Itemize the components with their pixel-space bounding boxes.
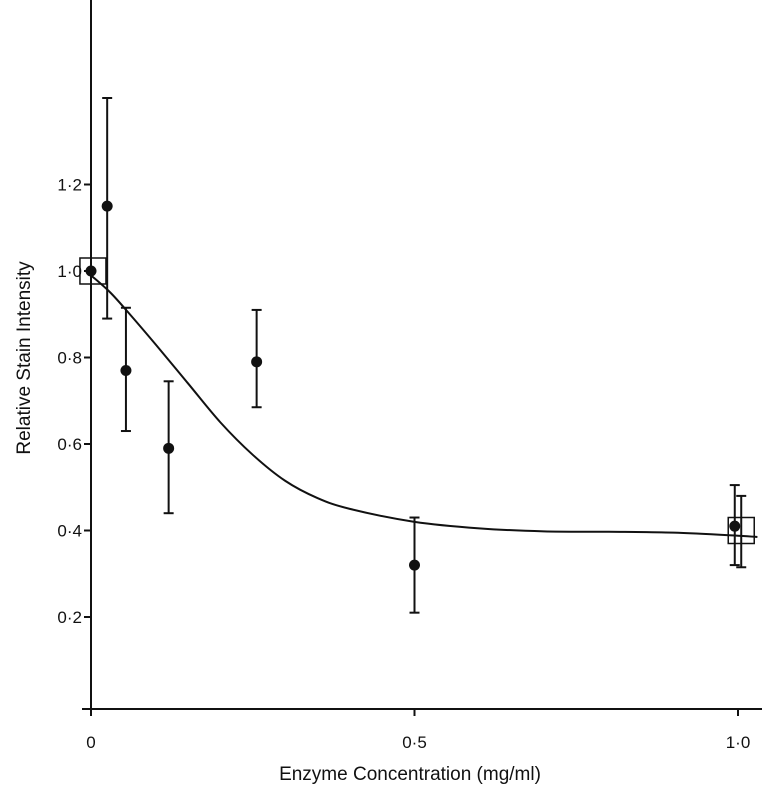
data-point — [409, 559, 420, 571]
y-tick-label: 1·0 — [57, 262, 82, 281]
data-point — [120, 364, 132, 376]
y-tick-label: 1·2 — [57, 176, 82, 195]
data-point — [85, 265, 97, 277]
y-tick-label: 0·4 — [57, 522, 82, 541]
x-axis-label: Enzyme Concentration (mg/ml) — [279, 764, 541, 785]
data-point — [101, 200, 113, 212]
square-marker — [79, 257, 107, 285]
y-tick-label: 0·8 — [57, 349, 82, 368]
y-tick-label: 0·6 — [57, 435, 82, 454]
x-tick-label: 0·5 — [402, 733, 427, 752]
data-point — [729, 520, 741, 532]
fit-curve — [90, 274, 758, 538]
x-tick-label: 0 — [86, 733, 95, 752]
data-point — [163, 442, 175, 454]
data-point — [251, 356, 263, 368]
y-axis-label: Relative Stain Intensity — [14, 261, 35, 455]
y-tick-label: 0·2 — [57, 608, 82, 627]
x-tick-label: 1·0 — [726, 733, 751, 752]
